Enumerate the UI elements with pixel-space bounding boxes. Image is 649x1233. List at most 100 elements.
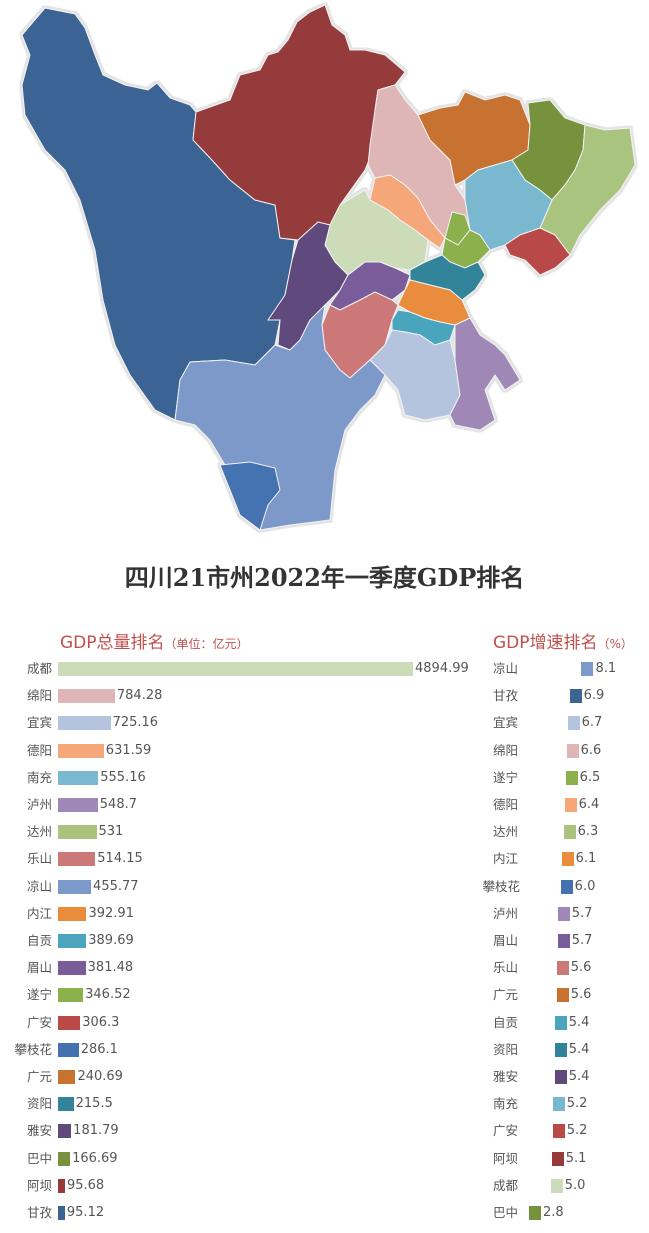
growth-bar bbox=[581, 662, 594, 676]
city-label: 泸州 bbox=[493, 905, 519, 921]
growth-bar bbox=[557, 934, 570, 948]
growth-value: 6.7 bbox=[581, 715, 603, 731]
gdp-value: 181.79 bbox=[73, 1123, 119, 1139]
city-label: 眉山 bbox=[26, 960, 52, 976]
gdp-growth-row: 德阳 6.4 bbox=[0, 796, 649, 814]
gdp-total-row: 自贡 389.69 bbox=[0, 932, 480, 950]
gdp-total-unit: （单位：亿元） bbox=[164, 637, 249, 651]
city-label: 攀枝花 bbox=[14, 1041, 52, 1057]
city-label: 宜宾 bbox=[26, 715, 52, 731]
gdp-total-row: 资阳 215.5 bbox=[0, 1095, 480, 1113]
gdp-bar bbox=[58, 988, 84, 1003]
city-label: 绵阳 bbox=[493, 742, 519, 758]
gdp-growth-row: 南充 5.2 bbox=[0, 1095, 649, 1113]
city-label: 资阳 bbox=[26, 1096, 52, 1112]
city-label: 内江 bbox=[493, 851, 519, 867]
gdp-total-row: 德阳 631.59 bbox=[0, 742, 480, 760]
gdp-value: 166.69 bbox=[72, 1150, 118, 1166]
gdp-total-header: GDP总量排名（单位：亿元） bbox=[60, 628, 249, 653]
gdp-value: 725.16 bbox=[112, 715, 159, 731]
city-label: 甘孜 bbox=[26, 1205, 52, 1220]
gdp-growth-row: 阿坝 5.1 bbox=[0, 1150, 649, 1168]
gdp-bar bbox=[58, 770, 99, 785]
gdp-total-row: 宜宾 725.16 bbox=[0, 714, 480, 732]
gdp-total-row: 广安 306.3 bbox=[0, 1014, 480, 1032]
gdp-growth-row: 甘孜 6.9 bbox=[0, 687, 649, 705]
city-label: 攀枝花 bbox=[482, 878, 520, 894]
growth-bar bbox=[551, 1151, 564, 1166]
gdp-bar bbox=[58, 934, 87, 948]
gdp-bar bbox=[58, 961, 86, 976]
gdp-growth-header: GDP增速排名（%） bbox=[493, 628, 633, 653]
growth-bar bbox=[564, 798, 577, 812]
gdp-value: 95.68 bbox=[66, 1177, 105, 1193]
gdp-total-row: 甘孜 95.12 bbox=[0, 1204, 480, 1222]
gdp-growth-row: 绵阳 6.6 bbox=[0, 742, 649, 760]
gdp-growth-row: 成都 5.0 bbox=[0, 1177, 649, 1195]
city-label: 乐山 bbox=[493, 960, 519, 976]
growth-bar bbox=[554, 1015, 567, 1030]
gdp-bar bbox=[58, 689, 115, 704]
gdp-value: 455.77 bbox=[93, 878, 139, 894]
gdp-bar bbox=[58, 1042, 79, 1057]
gdp-growth-row: 宜宾 6.7 bbox=[0, 714, 649, 732]
city-label: 自贡 bbox=[493, 1014, 519, 1030]
gdp-total-row: 南充 555.16 bbox=[0, 769, 480, 787]
gdp-growth-unit: （%） bbox=[597, 637, 633, 651]
city-label: 绵阳 bbox=[26, 688, 52, 704]
city-label: 南充 bbox=[493, 1096, 519, 1112]
gdp-value: 240.69 bbox=[77, 1069, 123, 1084]
city-label: 阿坝 bbox=[26, 1177, 52, 1193]
gdp-bar bbox=[58, 1206, 65, 1220]
growth-value: 6.9 bbox=[583, 688, 605, 704]
growth-value: 5.4 bbox=[568, 1014, 590, 1030]
gdp-total-row: 成都 4894.99 bbox=[0, 660, 480, 678]
growth-value: 6.5 bbox=[579, 769, 601, 785]
gdp-value: 548.7 bbox=[99, 797, 137, 812]
region-luzhou bbox=[449, 317, 521, 431]
gdp-bar bbox=[58, 1151, 71, 1166]
sichuan-map bbox=[0, 0, 649, 545]
growth-value: 5.7 bbox=[571, 905, 593, 921]
city-label: 广元 bbox=[26, 1069, 52, 1084]
city-label: 广元 bbox=[493, 987, 519, 1003]
gdp-growth-row: 广安 5.2 bbox=[0, 1122, 649, 1140]
gdp-total-row: 攀枝花 286.1 bbox=[0, 1041, 480, 1059]
gdp-bar bbox=[58, 1178, 65, 1193]
growth-value: 2.8 bbox=[543, 1205, 564, 1220]
growth-value: 6.6 bbox=[580, 742, 602, 758]
city-label: 宜宾 bbox=[493, 715, 519, 731]
growth-value: 6.3 bbox=[577, 824, 599, 840]
gdp-total-row: 巴中 166.69 bbox=[0, 1150, 480, 1168]
city-label: 阿坝 bbox=[493, 1150, 519, 1166]
gdp-value: 381.48 bbox=[87, 960, 134, 976]
gdp-growth-row: 达州 6.3 bbox=[0, 823, 649, 841]
gdp-bar bbox=[58, 852, 96, 867]
city-label: 泸州 bbox=[26, 797, 52, 812]
gdp-total-row: 广元 240.69 bbox=[0, 1068, 480, 1086]
growth-bar bbox=[566, 743, 579, 758]
growth-bar bbox=[552, 1124, 565, 1139]
gdp-bar bbox=[58, 1015, 81, 1030]
gdp-value: 215.5 bbox=[75, 1096, 113, 1112]
gdp-growth-title: GDP增速排名 bbox=[493, 633, 598, 653]
gdp-bar bbox=[58, 879, 92, 894]
city-label: 自贡 bbox=[26, 933, 52, 948]
region-panzhihua bbox=[219, 461, 281, 531]
growth-value: 5.4 bbox=[568, 1041, 590, 1057]
gdp-value: 531 bbox=[98, 824, 124, 840]
gdp-value: 286.1 bbox=[80, 1041, 118, 1057]
city-label: 巴中 bbox=[493, 1205, 519, 1220]
growth-bar bbox=[565, 770, 578, 785]
growth-bar bbox=[550, 1178, 563, 1193]
gdp-growth-row: 凉山 8.1 bbox=[0, 660, 649, 678]
city-label: 成都 bbox=[26, 661, 52, 676]
gdp-growth-row: 广元 5.6 bbox=[0, 986, 649, 1004]
gdp-bar bbox=[58, 1124, 72, 1139]
city-label: 内江 bbox=[26, 905, 52, 921]
city-label: 德阳 bbox=[26, 742, 52, 758]
region-ganzi bbox=[21, 7, 296, 421]
gdp-growth-row: 巴中 2.8 bbox=[0, 1204, 649, 1222]
gdp-total-row: 阿坝 95.68 bbox=[0, 1177, 480, 1195]
growth-bar bbox=[560, 879, 573, 894]
